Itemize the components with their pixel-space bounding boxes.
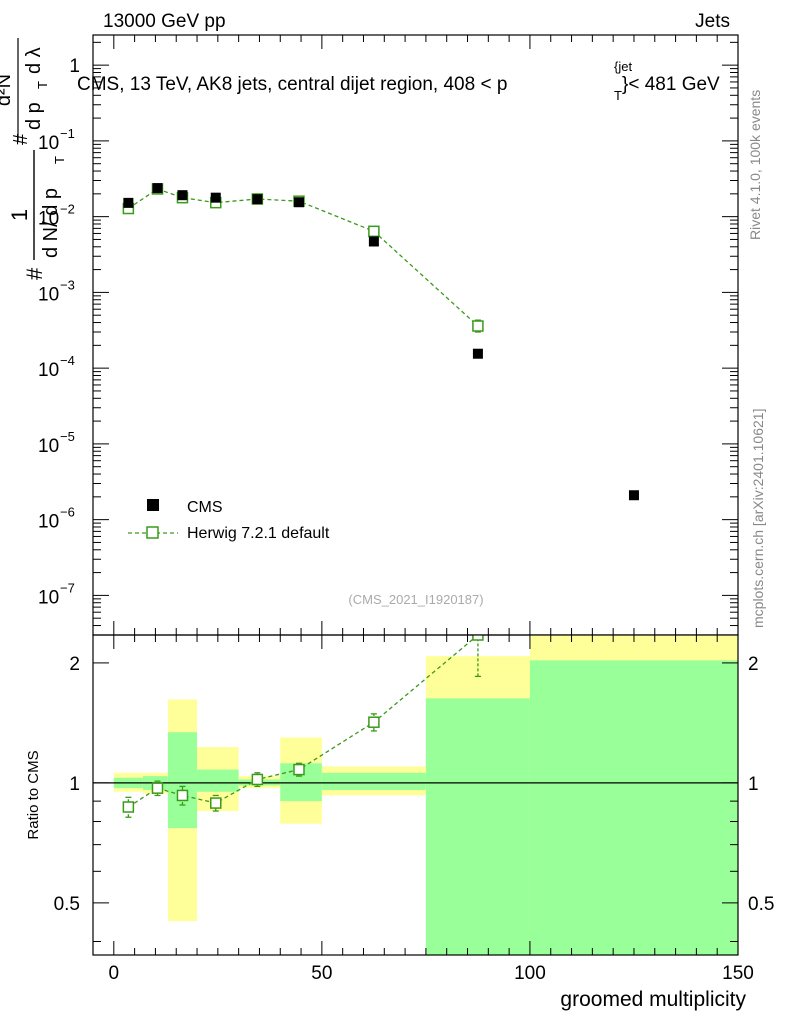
y-tick-label-left: 2 [69, 654, 80, 675]
ratio-panel: 0 50 100 150 0.5 0.5 1 1 2 2 Ratio to CMS groomed… [25, 634, 774, 1011]
y-tick-label: 10 −1 [38, 126, 75, 154]
y-tick-label: 1 [69, 56, 80, 77]
cms-data-point [152, 183, 163, 194]
legend: CMS Herwig 7.2.1 default [128, 499, 330, 542]
herwig-point [122, 801, 135, 813]
y-tick-label-right: 0.5 [748, 894, 774, 915]
y-tick-label: 10 −5 [38, 429, 75, 457]
cms-data-point [252, 194, 263, 205]
band-inner [425, 698, 530, 955]
ylabel-hash: # [22, 267, 47, 280]
herwig-point [176, 789, 189, 802]
y-tick-exponent: −1 [60, 126, 75, 141]
y-tick-exponent: −6 [60, 505, 75, 520]
herwig-point [368, 225, 380, 238]
header-process: Jets [695, 11, 730, 32]
title-sub: T [614, 88, 622, 103]
x-axis-label: groomed multiplicity [560, 988, 746, 1011]
x-tick-label: 150 [722, 963, 754, 984]
analysis-watermark: (CMS_2021_I1920187) [348, 592, 483, 607]
ylabel-inner-hash: # [10, 133, 32, 145]
ylabel-inner-top: d²N [0, 74, 15, 106]
y-tick-label: 10 −2 [38, 202, 75, 230]
ylabel-inner-bottom: d p [23, 102, 45, 130]
ylabel-inner-tail: d λ [23, 47, 45, 74]
y-tick-base: 10 [38, 209, 59, 230]
herwig-line [128, 188, 479, 327]
y-tick-exponent: −3 [60, 277, 75, 292]
herwig-point [472, 320, 484, 332]
y-tick-exponent: −5 [60, 429, 75, 444]
title-sup: {jet [614, 59, 632, 74]
cms-data-point [368, 236, 379, 247]
y-tick-exponent: −4 [60, 353, 75, 368]
ylabel-frac-top: 1 [7, 209, 32, 221]
ratio-y-axis-label: Ratio to CMS [25, 750, 42, 839]
title-var: p [497, 74, 508, 95]
y-tick-exponent: −7 [60, 580, 75, 595]
rivet-version-label: Rivet 4.1.0, 100k events [747, 90, 763, 240]
herwig-point [151, 782, 164, 794]
legend-cms-label: CMS [187, 499, 223, 516]
y-axis-label: # 1 d N/ d p T # d²N d p T d λ [0, 38, 67, 280]
x-tick-label: 50 [311, 963, 332, 984]
y-tick-label-left: 0.5 [54, 894, 80, 915]
ratio-frame [92, 634, 739, 956]
plot-title: CMS, 13 TeV, AK8 jets, central dijet reg… [77, 59, 720, 103]
herwig-point [251, 773, 264, 786]
y-tick-label: 10 −6 [38, 505, 75, 533]
x-tick-label: 0 [109, 963, 120, 984]
main-frame [92, 34, 739, 636]
band-inner [167, 732, 198, 829]
svg-text:CMS, 13 TeV, AK8 jets, central: CMS, 13 TeV, AK8 jets, central dijet reg… [77, 74, 507, 95]
band-inner [529, 660, 738, 955]
y-tick-label: 10 −7 [38, 580, 75, 608]
y-tick-base: 10 [38, 512, 59, 533]
herwig-point [368, 716, 380, 728]
legend-cms-marker [147, 499, 159, 511]
y-tick-label: 10 −4 [38, 353, 75, 381]
y-tick-label-right: 1 [748, 774, 759, 795]
herwig-point [472, 635, 484, 641]
band-inner [321, 772, 426, 790]
title-prefix: CMS, 13 TeV, AK8 jets, central dijet reg… [77, 74, 492, 95]
x-tick-label: 100 [514, 963, 546, 984]
herwig-point [210, 797, 222, 809]
cms-data-point [177, 190, 188, 201]
ylabel-frac-bottom: d N/ d p [40, 188, 62, 258]
main-panel: CMS, 13 TeV, AK8 jets, central dijet reg… [0, 34, 739, 636]
y-tick-base: 10 [38, 436, 59, 457]
cms-data-point [123, 197, 134, 208]
legend-herwig-label: Herwig 7.2.1 default [187, 525, 330, 542]
cms-data-point [293, 197, 304, 208]
y-tick-base: 10 [38, 284, 59, 305]
y-tick-label-left: 1 [69, 774, 80, 795]
legend-herwig-marker [146, 526, 159, 539]
y-tick-base: 10 [38, 360, 59, 381]
y-tick-label-right: 2 [748, 654, 759, 675]
ylabel-inner-bottom-sub: T [35, 81, 50, 89]
y-tick-base: 10 [38, 587, 59, 608]
header-energy: 13000 GeV pp [103, 11, 226, 32]
y-tick-base: 10 [38, 133, 59, 154]
cms-data-point [210, 192, 221, 203]
herwig-point [293, 763, 305, 776]
ylabel-frac-bottom-sub: T [52, 156, 67, 164]
cms-data-point [472, 348, 483, 359]
y-tick-exponent: −2 [60, 202, 75, 217]
cms-data-point [628, 490, 639, 501]
band-inner [197, 769, 239, 792]
title-suffix: }< 481 GeV [622, 74, 720, 95]
herwig-line [128, 635, 479, 808]
y-tick-label: 10 −3 [38, 277, 75, 305]
mcplots-label: mcplots.cern.ch [arXiv:2401.10621] [750, 409, 766, 628]
